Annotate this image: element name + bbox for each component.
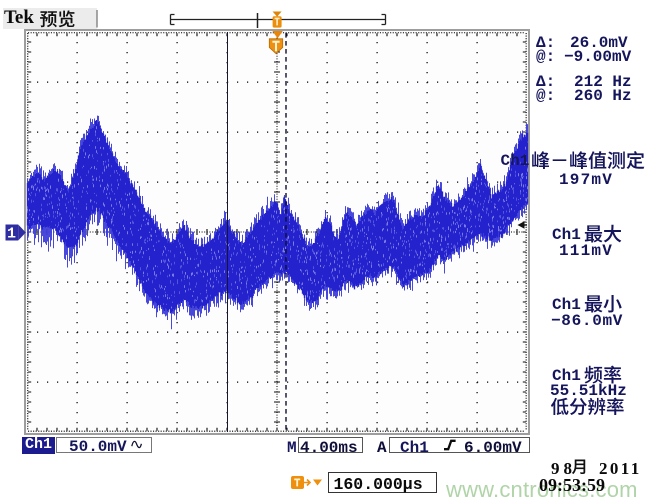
svg-text:1: 1 [7,226,16,243]
